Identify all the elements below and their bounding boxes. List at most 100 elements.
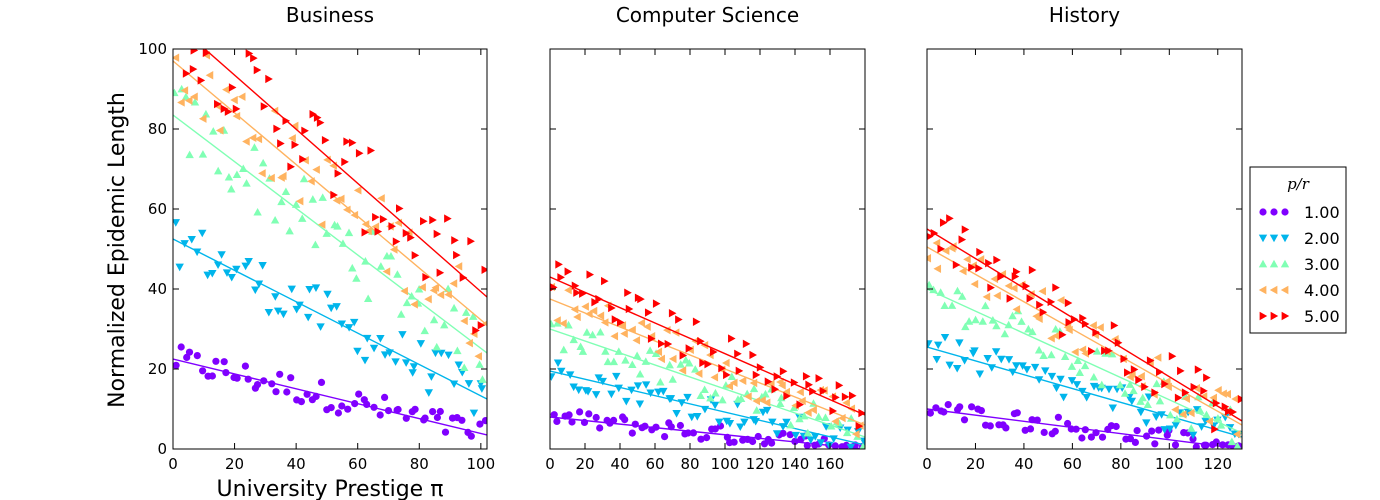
data-point: [811, 433, 820, 441]
data-point: [253, 207, 262, 216]
data-point: [1192, 443, 1200, 449]
data-point: [1120, 389, 1130, 397]
data-point: [173, 53, 180, 62]
data-point: [460, 363, 469, 372]
data-point: [377, 194, 385, 203]
data-point: [1153, 353, 1162, 362]
data-point: [316, 118, 325, 127]
data-point: [596, 327, 605, 336]
data-point: [1192, 406, 1202, 414]
data-point: [704, 359, 713, 369]
data-point: [424, 389, 433, 397]
data-point: [779, 367, 788, 376]
y-tick-label: 80: [148, 120, 167, 138]
data-point: [444, 351, 453, 360]
data-point: [932, 355, 941, 364]
x-tick-label: 60: [348, 455, 367, 473]
data-point: [208, 269, 217, 278]
data-point: [353, 186, 362, 195]
data-point: [855, 421, 864, 431]
data-point: [756, 363, 765, 372]
data-point: [241, 362, 249, 370]
y-axis-label: Normalized Epidemic Length: [105, 92, 130, 408]
data-point: [213, 166, 223, 175]
data-point: [696, 391, 705, 400]
data-point: [685, 344, 694, 353]
data-point: [1098, 433, 1107, 441]
data-point: [1101, 346, 1109, 355]
data-point: [189, 64, 198, 74]
data-point: [444, 214, 452, 223]
data-point: [804, 408, 812, 417]
data-point: [198, 229, 207, 238]
data-point: [795, 414, 804, 423]
data-point: [1026, 294, 1035, 303]
data-point: [1187, 408, 1195, 418]
data-point: [311, 240, 320, 249]
data-point: [1151, 413, 1161, 421]
series-4.00: [173, 51, 487, 361]
fit-line-2.00: [173, 238, 487, 400]
data-point: [685, 358, 694, 367]
legend-label: 5.00: [1304, 307, 1340, 326]
data-point: [582, 328, 592, 336]
data-point: [253, 381, 262, 389]
data-point: [616, 318, 625, 327]
data-point: [290, 121, 299, 131]
data-point: [805, 380, 813, 389]
data-point: [730, 438, 738, 446]
data-point: [1089, 321, 1097, 330]
data-point: [301, 156, 309, 165]
data-point: [311, 284, 321, 292]
data-point: [1225, 407, 1233, 416]
data-point: [1219, 389, 1227, 398]
plot-area: [173, 26, 487, 440]
data-point: [553, 319, 562, 327]
legend-marker: [1258, 285, 1267, 295]
fit-line-1.00: [927, 408, 1242, 449]
data-point: [361, 220, 370, 229]
data-point: [1039, 308, 1048, 317]
data-point: [798, 396, 806, 406]
data-point: [222, 269, 232, 277]
series-3.00: [173, 84, 487, 383]
data-point: [395, 204, 404, 213]
data-point: [718, 395, 727, 404]
series-3.00: [550, 319, 865, 449]
data-point: [564, 267, 573, 276]
data-point: [1080, 361, 1090, 370]
data-point: [411, 405, 419, 413]
data-point: [436, 268, 445, 277]
legend-title: p/r: [1287, 175, 1310, 193]
fit-line-2.00: [927, 346, 1242, 438]
data-point: [608, 303, 616, 313]
plot-area: [550, 260, 865, 449]
data-point: [553, 359, 563, 368]
data-point: [367, 146, 376, 155]
data-point: [802, 372, 811, 381]
data-point: [1108, 404, 1118, 413]
data-point: [573, 312, 581, 322]
data-point: [976, 247, 984, 257]
legend-label: 3.00: [1304, 255, 1340, 274]
fit-line-2.00: [550, 370, 865, 446]
data-point: [958, 267, 967, 276]
data-point: [190, 92, 198, 101]
data-point: [791, 431, 800, 440]
data-point: [436, 290, 445, 300]
data-point: [233, 374, 241, 382]
data-point: [783, 391, 791, 401]
data-point: [1028, 327, 1037, 336]
data-point: [209, 26, 217, 34]
data-point: [215, 126, 224, 135]
data-point: [1060, 352, 1070, 360]
data-point: [273, 124, 281, 133]
data-point: [1166, 410, 1175, 419]
panel-title: Computer Science: [616, 3, 799, 27]
data-point: [1081, 319, 1090, 329]
data-point: [1087, 433, 1095, 441]
data-point: [848, 391, 857, 400]
legend-label: 4.00: [1304, 281, 1340, 300]
data-point: [239, 36, 247, 44]
data-point: [1033, 416, 1041, 424]
